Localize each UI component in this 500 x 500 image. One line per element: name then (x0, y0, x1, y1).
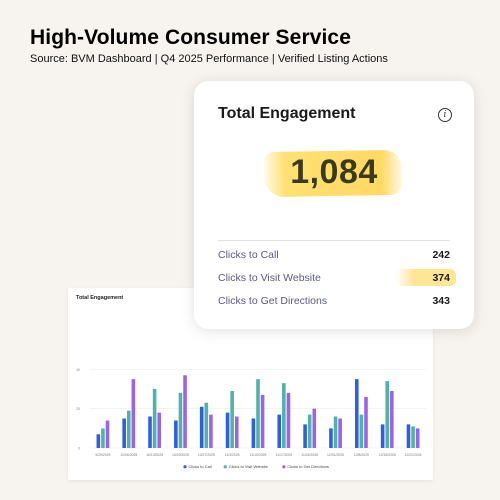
card-title: Total Engagement (218, 105, 356, 122)
chart-bar (411, 426, 415, 448)
chart-bar (312, 408, 317, 448)
metric-value: 374 (432, 272, 450, 284)
engagement-bar-chart: 0 20 40 9/29/2025 10/06/2025 10/13/2025 10/20/… (76, 368, 426, 469)
chart-bar (178, 392, 183, 448)
metric-label: Clicks to Call (218, 249, 279, 261)
x-tick-label: 12/01/2025 (327, 453, 344, 457)
chart-title: Total Engagement (76, 295, 124, 301)
chart-bar (333, 416, 338, 448)
chart-bar (199, 406, 204, 448)
chart-bar (105, 420, 110, 448)
total-engagement-value: 1,084 (290, 153, 378, 191)
chart-bar (148, 416, 152, 448)
chart-bar (354, 379, 359, 448)
chart-bar (174, 420, 178, 448)
chart-bar (183, 375, 187, 448)
source-caption: Source: BVM Dashboard | Q4 2025 Performa… (30, 53, 388, 65)
card-divider (218, 240, 450, 241)
chart-bar (204, 402, 209, 448)
chart-bar (390, 390, 394, 448)
metric-value: 242 (432, 249, 450, 261)
page-title: High-Volume Consumer Service (30, 26, 351, 49)
chart-bar (251, 418, 256, 448)
chart-bar (277, 414, 282, 448)
chart-bar (307, 414, 312, 448)
chart-bar (406, 424, 411, 448)
chart-bar (415, 428, 420, 448)
x-tick-label: 10/20/2025 (172, 453, 189, 457)
x-tick-label: 11/17/2025 (275, 453, 292, 457)
chart-bar (126, 410, 131, 448)
legend-label: Clicks to Get Directions (287, 464, 329, 469)
x-tick-label: 11/10/2025 (250, 453, 267, 457)
x-tick-label: 10/06/2025 (120, 453, 137, 457)
legend-swatch (282, 465, 286, 469)
chart-bar (359, 414, 364, 448)
chart-bar (209, 414, 213, 448)
info-icon[interactable]: i (438, 108, 452, 122)
metric-row-call: Clicks to Call 242 (218, 249, 450, 265)
chart-bar (157, 412, 162, 448)
metric-row-directions: Clicks to Get Directions 343 (218, 295, 450, 311)
legend-label: Clicks to Visit Website (229, 464, 269, 469)
metric-label: Clicks to Visit Website (218, 272, 321, 284)
chart-bar (329, 428, 333, 448)
chart-bar (96, 434, 101, 448)
chart-bar (286, 392, 291, 448)
x-tick-label: 9/29/2025 (95, 453, 110, 457)
chart-bar (385, 381, 390, 448)
chart-bar (364, 396, 368, 448)
chart-bar (380, 424, 385, 448)
chart-bar (338, 418, 342, 448)
chart-bar (225, 412, 230, 448)
chart-bar (101, 428, 105, 448)
chart-bar (152, 389, 157, 448)
x-tick-label: 11/24/2025 (301, 453, 318, 457)
metric-row-website: Clicks to Visit Website 374 (218, 269, 456, 288)
y-tick-label: 0 (78, 447, 80, 451)
x-tick-label: 11/3/2025 (225, 453, 240, 457)
x-tick-label: 12/8/2025 (354, 453, 369, 457)
chart-bar (122, 418, 126, 448)
x-tick-label: 10/13/2025 (146, 453, 163, 457)
total-engagement-card: Total Engagement i 1,084 Clicks to Call … (194, 81, 474, 329)
metric-value: 343 (432, 295, 450, 307)
chart-bar (230, 390, 234, 448)
chart-bar (256, 379, 260, 448)
metric-label: Clicks to Get Directions (218, 295, 328, 307)
x-tick-label: 10/27/2025 (198, 453, 215, 457)
chart-bar (282, 383, 286, 448)
chart-bar (131, 379, 136, 448)
legend-label: Clicks to Call (189, 464, 212, 469)
legend-swatch (223, 465, 227, 469)
x-tick-label: 12/22/2025 (405, 453, 422, 457)
chart-bar (234, 416, 239, 448)
x-tick-label: 12/15/2025 (379, 453, 396, 457)
chart-bar (303, 424, 307, 448)
y-tick-label: 40 (76, 368, 80, 372)
y-tick-label: 20 (76, 407, 80, 411)
value-highlight (396, 269, 456, 286)
legend-swatch (183, 465, 187, 469)
chart-bar (260, 394, 265, 448)
